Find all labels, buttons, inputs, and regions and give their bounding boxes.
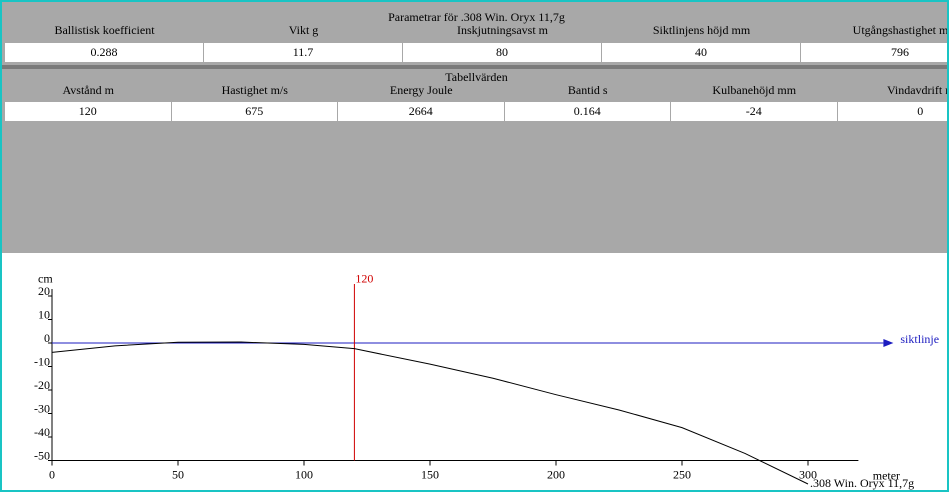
series-label: .308 Win. Oryx 11,7g bbox=[810, 476, 914, 490]
x-tick-label: 250 bbox=[673, 467, 691, 481]
value-cell: 2664 bbox=[338, 102, 505, 121]
column-header: Inskjutningsavst m bbox=[456, 23, 548, 37]
sightline-arrow bbox=[883, 339, 894, 347]
value-cell: -24 bbox=[671, 102, 838, 121]
y-tick-label: -50 bbox=[34, 448, 50, 462]
column-header: Ballistisk koefficient bbox=[54, 23, 155, 37]
separator bbox=[2, 65, 947, 69]
chart-bg bbox=[2, 253, 947, 490]
x-tick-label: 150 bbox=[421, 467, 439, 481]
y-tick-label: -40 bbox=[34, 425, 50, 439]
column-header: Kulbanehöjd mm bbox=[712, 83, 797, 97]
x-tick-label: 100 bbox=[295, 467, 313, 481]
value-cell: 0.288 bbox=[5, 43, 204, 62]
table-title: Tabellvärden bbox=[445, 70, 508, 84]
value-cell: 80 bbox=[403, 43, 602, 62]
trajectory bbox=[51, 341, 809, 485]
x-tick-label: 300 bbox=[799, 467, 817, 481]
x-tick-label: 0 bbox=[49, 467, 55, 481]
params-title: Parametrar för .308 Win. Oryx 11,7g bbox=[388, 10, 565, 24]
y-tick-label: -10 bbox=[34, 354, 50, 368]
y-tick-label: 0 bbox=[44, 331, 50, 345]
column-header: Vikt g bbox=[288, 23, 319, 37]
sightline-label: siktlinje bbox=[900, 332, 939, 346]
column-header: Utgångshastighet m bbox=[852, 23, 949, 37]
column-header: Siktlinjens höjd mm bbox=[652, 23, 751, 37]
y-axis-label: cm bbox=[38, 272, 53, 286]
value-cell: 796 bbox=[801, 43, 947, 62]
y-tick-label: -20 bbox=[34, 378, 50, 392]
column-header: Hastighet m/s bbox=[221, 83, 288, 97]
value-cell: 675 bbox=[171, 102, 338, 121]
value-cell: 0.164 bbox=[504, 102, 671, 121]
y-tick-label: -30 bbox=[34, 401, 50, 415]
column-header: Vindavdrift m bbox=[886, 83, 949, 97]
range-marker-label: 120 bbox=[355, 272, 373, 286]
column-header: Energy Joule bbox=[389, 83, 453, 97]
value-cell: 11.7 bbox=[204, 43, 403, 62]
x-tick-label: 50 bbox=[172, 467, 184, 481]
column-header: Avstånd m bbox=[62, 83, 114, 97]
value-cell: 0 bbox=[837, 102, 947, 121]
column-header: Bantid s bbox=[567, 83, 608, 97]
y-tick-label: 20 bbox=[38, 284, 50, 298]
x-tick-label: 200 bbox=[547, 467, 565, 481]
y-tick-label: 10 bbox=[38, 307, 50, 321]
value-cell: 40 bbox=[602, 43, 801, 62]
x-axis-label: meter bbox=[873, 468, 900, 482]
value-cell: 120 bbox=[5, 102, 172, 121]
